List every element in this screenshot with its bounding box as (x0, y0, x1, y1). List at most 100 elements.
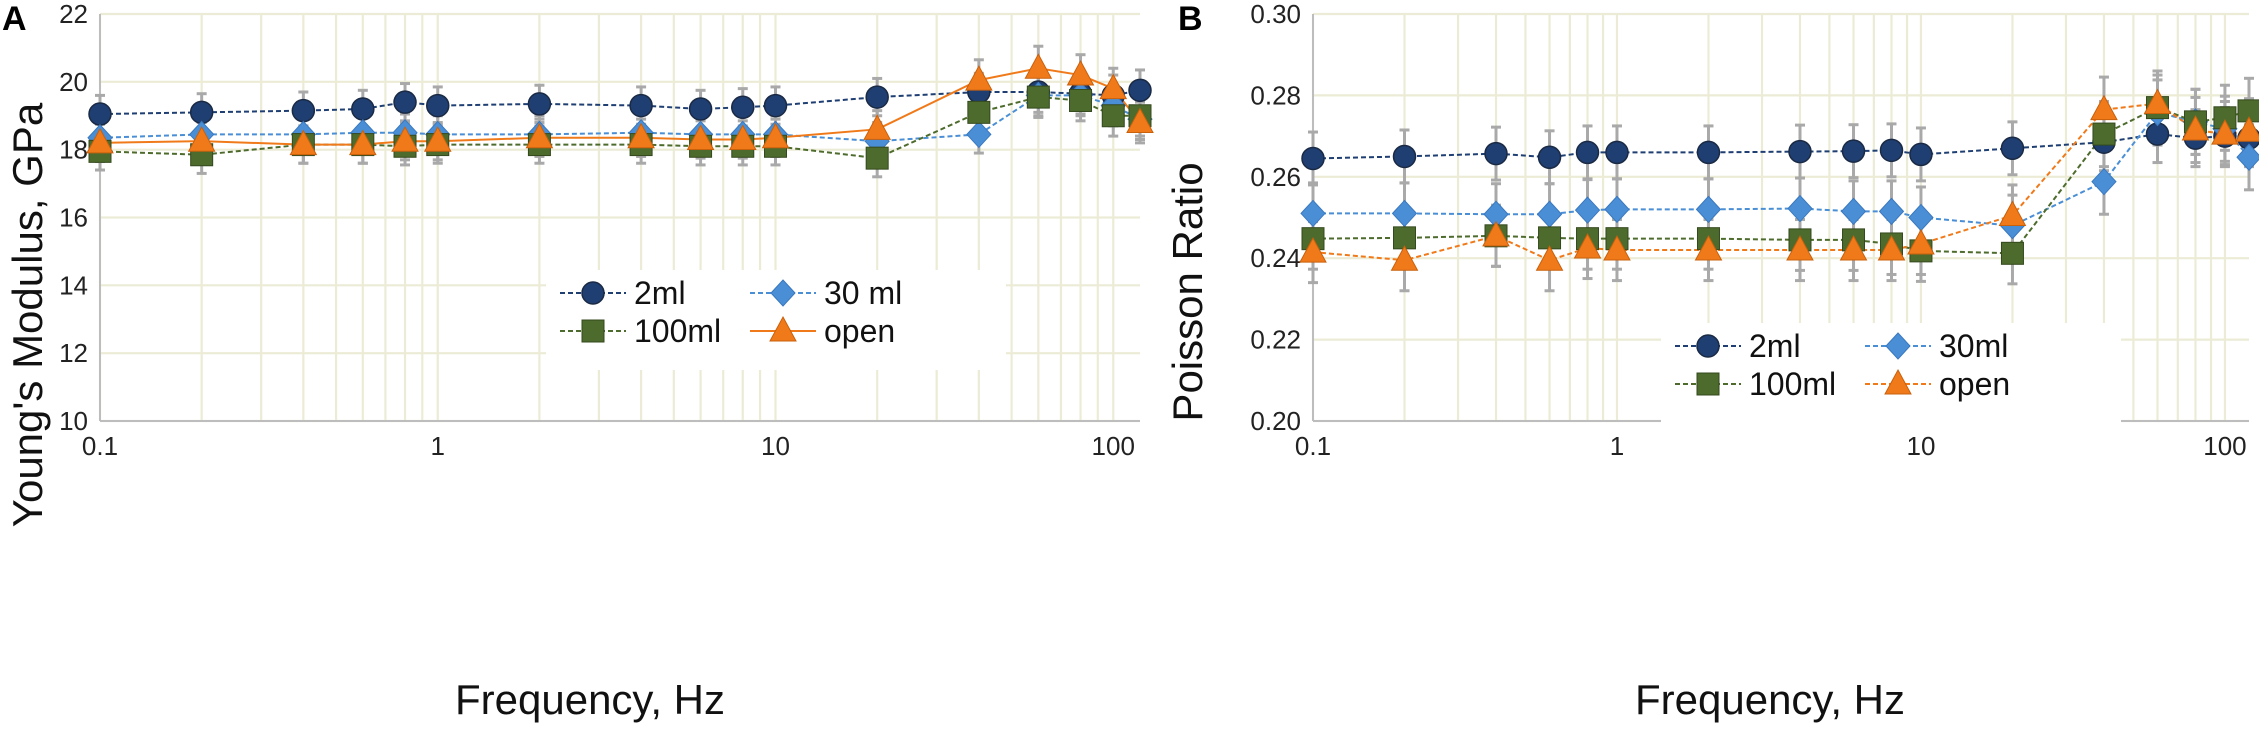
point-2ml (1909, 142, 1933, 167)
legend-marker (581, 281, 605, 305)
point-30ml (1604, 195, 1630, 224)
point-open (423, 126, 452, 152)
point-100ml (1101, 104, 1125, 128)
legend-marker (1696, 372, 1720, 396)
point-2ml (865, 85, 889, 109)
legend-box (1661, 323, 2121, 423)
legend-label: open (1939, 366, 2010, 402)
point-2ml (1841, 139, 1866, 163)
point-open (1299, 237, 1327, 263)
point-open (1603, 235, 1631, 261)
point-open (761, 122, 790, 149)
point-30ml (2236, 143, 2259, 172)
y-tick-label: 0.28 (1250, 80, 1301, 110)
point-open (1535, 245, 1564, 271)
point-100ml (967, 100, 991, 124)
point-100ml (1026, 85, 1050, 109)
legend-label: 30 ml (824, 275, 902, 311)
point-open (1998, 200, 2027, 226)
legend-label: 2ml (634, 275, 686, 311)
legend-marker (581, 319, 605, 343)
point-2ml (2145, 122, 2170, 146)
point-open (86, 127, 114, 154)
legend-box (546, 270, 1006, 370)
y-tick-label: 16 (59, 203, 88, 233)
point-30ml (1574, 196, 1601, 224)
y-tick-label: 10 (59, 406, 88, 436)
point-2ml (88, 102, 112, 126)
point-2ml (731, 95, 755, 120)
point-100ml (865, 146, 889, 170)
point-2ml (2000, 136, 2025, 161)
point-open (187, 126, 216, 152)
y-tick-label: 14 (59, 270, 88, 300)
legend-marker (1696, 334, 1720, 358)
legend-marker (1885, 332, 1911, 360)
point-open (289, 129, 318, 156)
point-open (2090, 94, 2118, 121)
point-open (965, 65, 993, 91)
y-tick-label: 18 (59, 135, 88, 165)
x-tick-label: 100 (2203, 431, 2246, 461)
point-30ml (1695, 195, 1722, 224)
y-tick-label: 0.30 (1250, 0, 1301, 29)
point-open (1066, 60, 1095, 86)
legend-label: 100ml (1749, 366, 1836, 402)
point-open (348, 129, 377, 156)
y-tick-label: 0.22 (1250, 325, 1301, 355)
series-line-2ml (1312, 133, 2250, 160)
point-30ml (1391, 199, 1418, 228)
x-tick-label: 1 (431, 431, 445, 461)
point-open (1573, 232, 1602, 259)
point-open (1482, 220, 1510, 247)
x-tick-label: 1 (1610, 431, 1624, 461)
y-tick-label: 20 (59, 67, 88, 97)
y-tick-label: 22 (59, 0, 88, 29)
y-tick-label: 0.20 (1250, 406, 1301, 436)
panel-a-xlabel: Frequency, Hz (455, 676, 725, 723)
point-open (1390, 245, 1419, 271)
point-open (525, 122, 554, 149)
y-tick-label: 12 (59, 338, 88, 368)
point-2ml (1128, 78, 1152, 103)
point-30ml (1908, 203, 1934, 232)
point-open (1126, 107, 1154, 134)
point-100ml (1069, 88, 1093, 112)
point-30ml (1878, 197, 1905, 226)
point-2ml (1484, 141, 1508, 166)
point-open (686, 124, 715, 150)
x-tick-label: 10 (761, 431, 790, 461)
y-tick-label: 0.26 (1250, 162, 1301, 192)
point-100ml (2000, 241, 2024, 265)
legend-marker (770, 279, 796, 307)
point-2ml (763, 93, 788, 118)
point-2ml (1537, 145, 1562, 170)
point-2ml (393, 90, 417, 114)
point-open (863, 114, 892, 140)
point-2ml (291, 98, 316, 123)
panel-b-xlabel: Frequency, Hz (1635, 676, 1905, 723)
point-2ml (351, 97, 375, 121)
point-open (1877, 235, 1906, 261)
point-2ml (1788, 139, 1812, 164)
legend-marker (769, 315, 797, 342)
y-tick-label: 0.24 (1250, 243, 1301, 273)
point-open (627, 122, 655, 149)
point-open (2143, 88, 2172, 115)
point-open (2211, 119, 2239, 145)
x-tick-label: 100 (1092, 431, 1135, 461)
point-2ml (1696, 140, 1721, 165)
point-2ml (1575, 140, 1600, 165)
point-100ml (2092, 122, 2116, 146)
point-2ml (1301, 146, 1325, 171)
point-2ml (426, 93, 450, 118)
panel-b-label: B (1178, 0, 1203, 38)
point-30ml (2091, 167, 2117, 196)
legend-label: open (824, 313, 895, 349)
panel-a-ylabel: Young's Modulus, GPa (4, 102, 51, 527)
point-30ml (1840, 197, 1867, 226)
point-30ml (1536, 200, 1563, 228)
point-open (2235, 116, 2259, 142)
point-2ml (1879, 138, 1904, 163)
